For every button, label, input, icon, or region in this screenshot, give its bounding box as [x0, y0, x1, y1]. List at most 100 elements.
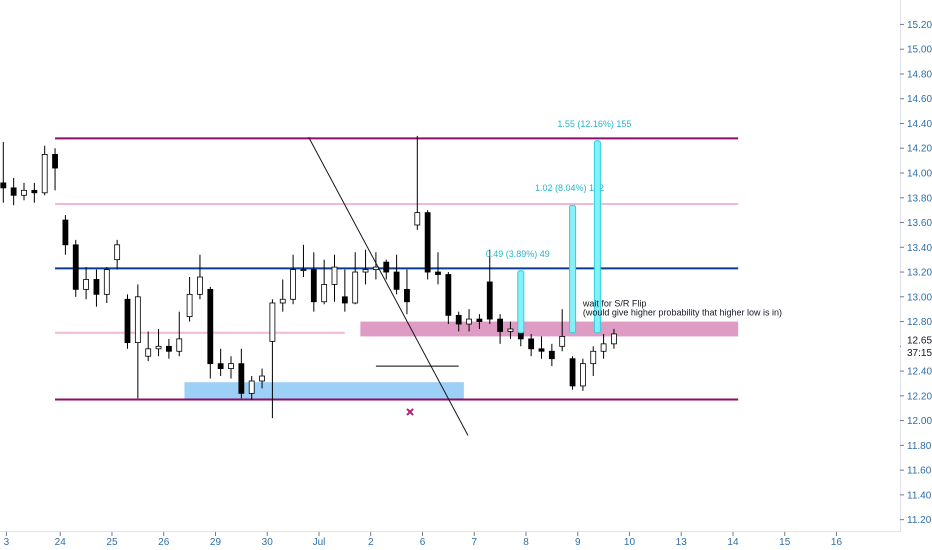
candle-body [507, 328, 514, 332]
candle-body [145, 348, 152, 357]
candle [445, 272, 452, 325]
candle-body [10, 187, 17, 196]
time-tick-label: 14 [727, 537, 739, 548]
candle-body [31, 189, 38, 194]
target-bar-0 [517, 270, 525, 334]
candle [404, 269, 410, 315]
price-tick-label: 12.00 [907, 416, 932, 427]
candle [186, 276, 193, 322]
candle [62, 215, 69, 255]
candle [93, 269, 100, 307]
candle [269, 299, 276, 419]
candle-body [21, 189, 27, 196]
candle [538, 336, 545, 359]
candle-body [445, 274, 452, 316]
time-tick-label: 8 [523, 537, 529, 548]
price-tick-label: 14.60 [907, 94, 932, 105]
candle [455, 311, 462, 332]
candle [134, 284, 141, 399]
candle-body [310, 269, 317, 303]
flip-note-line-1: wait for S/R Flip [582, 299, 647, 309]
candle-body [331, 266, 338, 285]
candle [165, 338, 172, 359]
candle-body [114, 244, 121, 261]
candle [362, 249, 369, 285]
target-label-1: 1.02 (8.04%) 102 [535, 183, 604, 193]
candle-body [165, 345, 172, 352]
candle-body [559, 336, 566, 347]
time-tick-label: 15 [779, 537, 791, 548]
candle-body [0, 182, 7, 189]
support-zone [184, 382, 464, 400]
candle [248, 376, 255, 400]
candle [341, 269, 348, 312]
candle-body [466, 318, 472, 325]
candle-body [124, 298, 131, 344]
price-tick-label: 11.80 [907, 441, 932, 452]
time-axis[interactable]: 3 24 25 26 29 30 Jul 2 6 7 8 9 10 13 14 15 16 [4, 532, 843, 548]
price-tick-label: 13.00 [907, 292, 932, 303]
candle-body [321, 284, 328, 303]
flip-zone [360, 321, 739, 337]
time-tick-label: Jul [313, 537, 326, 548]
candle [197, 254, 203, 300]
candle [10, 177, 17, 206]
targets-layer: 0.49 (3.89%) 49 1.02 (8.04%) 102 1.55 (12.… [486, 119, 631, 334]
price-tick-label: 12.20 [907, 391, 932, 402]
time-tick-label: 25 [106, 537, 118, 548]
time-tick-label: 13 [676, 537, 688, 548]
time-tick-label: 16 [831, 537, 843, 548]
candle [207, 286, 214, 379]
candle [507, 321, 514, 339]
candle-body [538, 348, 545, 352]
candle [114, 239, 121, 270]
candle [321, 259, 328, 305]
candle [21, 182, 27, 201]
candle [290, 254, 297, 305]
candle-body [228, 363, 234, 370]
candle-body [424, 212, 431, 273]
candle-body [393, 271, 400, 290]
candle [124, 294, 131, 349]
time-tick-label: 29 [210, 537, 222, 548]
candle [352, 252, 359, 305]
candle-body [217, 363, 224, 370]
candle-body [352, 271, 359, 304]
candle [103, 267, 110, 303]
candle [0, 142, 7, 203]
candle [424, 210, 431, 280]
candles-layer [0, 135, 617, 419]
candle-body [362, 269, 369, 273]
candle-body [62, 219, 69, 246]
price-axis[interactable]: 15.20 15.00 14.80 14.60 14.40 14.20 14.00 13.80… [900, 20, 932, 526]
candle-body [248, 380, 255, 394]
candle [228, 356, 234, 379]
time-tick-label: 10 [624, 537, 636, 548]
price-tick-label: 11.60 [907, 466, 932, 477]
candle-body [497, 318, 504, 332]
candle [52, 148, 58, 191]
price-tick-label: 11.40 [907, 490, 932, 501]
price-tick-label: 12.40 [907, 367, 932, 378]
candle-body [600, 343, 607, 352]
candle [600, 333, 607, 359]
price-tick-label: 12.80 [907, 317, 932, 328]
candle [83, 267, 89, 300]
price-tick-label: 14.00 [907, 169, 932, 180]
candle [569, 356, 576, 390]
trendline-layer [308, 136, 469, 436]
price-tick-label: 14.40 [907, 119, 932, 130]
last-price-badge-bg [901, 333, 932, 360]
candle-body [269, 302, 276, 342]
flip-note-line-2: (would give higher probability that high… [583, 308, 782, 318]
candle [476, 314, 483, 329]
candle [548, 343, 555, 367]
time-tick-label: 9 [575, 537, 581, 548]
countdown-label: 37:15 [907, 348, 932, 359]
price-tick-label: 13.40 [907, 243, 932, 254]
candle-body [528, 338, 535, 350]
time-tick-label: 30 [262, 537, 274, 548]
price-tick-label: 14.80 [907, 69, 932, 80]
price-tick-label: 11.20 [907, 515, 932, 526]
